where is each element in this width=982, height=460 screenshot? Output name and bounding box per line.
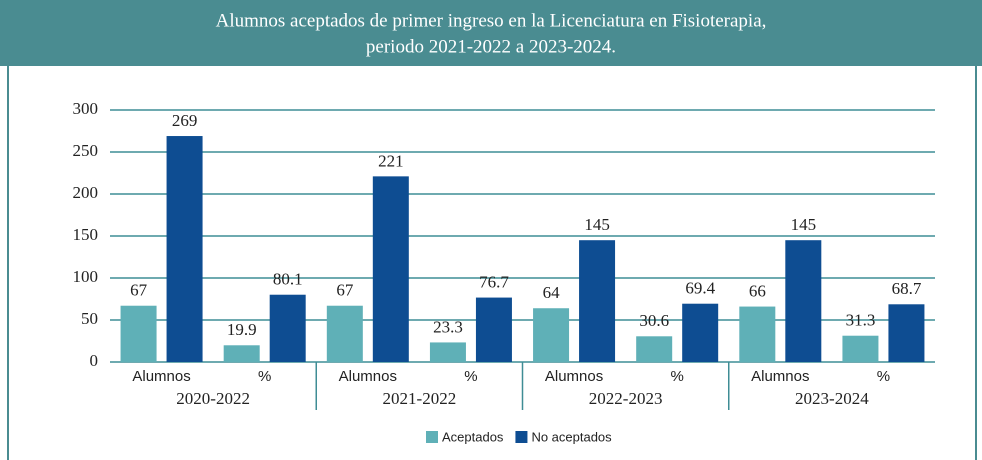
data-label: 145 bbox=[791, 215, 817, 234]
data-label: 19.9 bbox=[227, 320, 257, 339]
x-tick-label: % bbox=[671, 368, 684, 385]
group-label: 2023-2024 bbox=[795, 389, 869, 408]
data-label: 80.1 bbox=[273, 270, 303, 289]
data-label: 67 bbox=[130, 281, 148, 300]
legend-label: No aceptados bbox=[531, 429, 612, 444]
data-label: 145 bbox=[584, 215, 610, 234]
bar bbox=[269, 294, 306, 362]
y-tick-label: 50 bbox=[81, 309, 98, 328]
y-tick-label: 100 bbox=[73, 267, 99, 286]
bar bbox=[372, 176, 409, 362]
data-label: 66 bbox=[749, 281, 766, 300]
chart-title: periodo 2021-2022 a 2023-2024. bbox=[366, 36, 616, 57]
y-tick-label: 300 bbox=[73, 99, 99, 118]
group-label: 2022-2023 bbox=[589, 389, 663, 408]
data-label: 68.7 bbox=[892, 279, 922, 298]
bar bbox=[429, 342, 466, 362]
data-label: 64 bbox=[543, 283, 561, 302]
y-tick-label: 250 bbox=[73, 141, 99, 160]
y-tick-label: 0 bbox=[90, 351, 99, 370]
x-tick-label: Alumnos bbox=[751, 368, 809, 385]
bar bbox=[533, 308, 570, 362]
data-label: 269 bbox=[172, 111, 198, 130]
data-label: 31.3 bbox=[846, 311, 876, 330]
data-label: 67 bbox=[336, 281, 354, 300]
bar bbox=[739, 306, 776, 362]
bar bbox=[842, 335, 879, 362]
group-label: 2020-2022 bbox=[176, 389, 250, 408]
legend-swatch bbox=[426, 431, 438, 443]
bar bbox=[475, 297, 512, 362]
bar bbox=[785, 240, 822, 362]
x-tick-label: % bbox=[877, 368, 890, 385]
bar bbox=[326, 305, 363, 362]
legend-swatch bbox=[515, 431, 528, 443]
data-label: 69.4 bbox=[685, 279, 715, 298]
bar bbox=[120, 305, 157, 362]
bar bbox=[636, 336, 673, 362]
bar bbox=[682, 303, 719, 362]
x-tick-label: % bbox=[464, 368, 477, 385]
bar bbox=[579, 240, 616, 362]
y-tick-label: 200 bbox=[73, 183, 99, 202]
x-tick-label: Alumnos bbox=[339, 368, 397, 385]
bar bbox=[223, 345, 260, 362]
data-label: 76.7 bbox=[479, 272, 509, 291]
x-tick-label: Alumnos bbox=[545, 368, 603, 385]
group-label: 2021-2022 bbox=[383, 389, 457, 408]
data-label: 30.6 bbox=[639, 311, 669, 330]
x-tick-label: Alumnos bbox=[132, 368, 190, 385]
header-bar bbox=[0, 0, 982, 66]
data-label: 221 bbox=[378, 151, 404, 170]
bar bbox=[888, 304, 925, 362]
data-label: 23.3 bbox=[433, 317, 463, 336]
y-tick-label: 150 bbox=[73, 225, 99, 244]
x-tick-label: % bbox=[258, 368, 271, 385]
bar bbox=[166, 136, 203, 362]
legend-label: Aceptados bbox=[442, 429, 504, 444]
chart-title: Alumnos aceptados de primer ingreso en l… bbox=[216, 10, 767, 31]
